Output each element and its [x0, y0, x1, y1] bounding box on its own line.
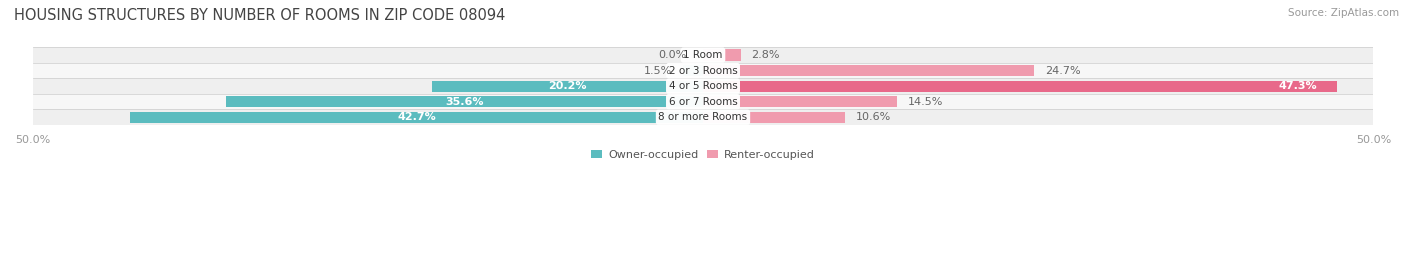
Bar [703, 80, 1337, 92]
Text: 24.7%: 24.7% [1045, 66, 1081, 76]
Bar [683, 65, 703, 76]
Text: 4 or 5 Rooms: 4 or 5 Rooms [669, 81, 737, 91]
Bar [226, 96, 703, 107]
Text: 14.5%: 14.5% [908, 97, 943, 107]
Text: 47.3%: 47.3% [1278, 81, 1317, 91]
Text: 0.0%: 0.0% [658, 50, 688, 60]
Text: 2.8%: 2.8% [751, 50, 780, 60]
Bar [432, 80, 703, 92]
Text: 42.7%: 42.7% [398, 112, 436, 122]
Text: 8 or more Rooms: 8 or more Rooms [658, 112, 748, 122]
Bar [703, 96, 897, 107]
Bar [32, 47, 1374, 63]
Bar [32, 63, 1374, 78]
Text: HOUSING STRUCTURES BY NUMBER OF ROOMS IN ZIP CODE 08094: HOUSING STRUCTURES BY NUMBER OF ROOMS IN… [14, 8, 505, 23]
Text: 6 or 7 Rooms: 6 or 7 Rooms [669, 97, 737, 107]
Bar [32, 109, 1374, 125]
Text: 35.6%: 35.6% [446, 97, 484, 107]
Bar [131, 112, 703, 123]
Text: 2 or 3 Rooms: 2 or 3 Rooms [669, 66, 737, 76]
Text: 1 Room: 1 Room [683, 50, 723, 60]
Text: 10.6%: 10.6% [856, 112, 891, 122]
Text: 20.2%: 20.2% [548, 81, 586, 91]
Bar [703, 65, 1035, 76]
Text: Source: ZipAtlas.com: Source: ZipAtlas.com [1288, 8, 1399, 18]
Bar [703, 49, 741, 61]
Bar [32, 78, 1374, 94]
Text: 1.5%: 1.5% [644, 66, 672, 76]
Bar [32, 94, 1374, 109]
Legend: Owner-occupied, Renter-occupied: Owner-occupied, Renter-occupied [592, 150, 814, 160]
Bar [703, 112, 845, 123]
